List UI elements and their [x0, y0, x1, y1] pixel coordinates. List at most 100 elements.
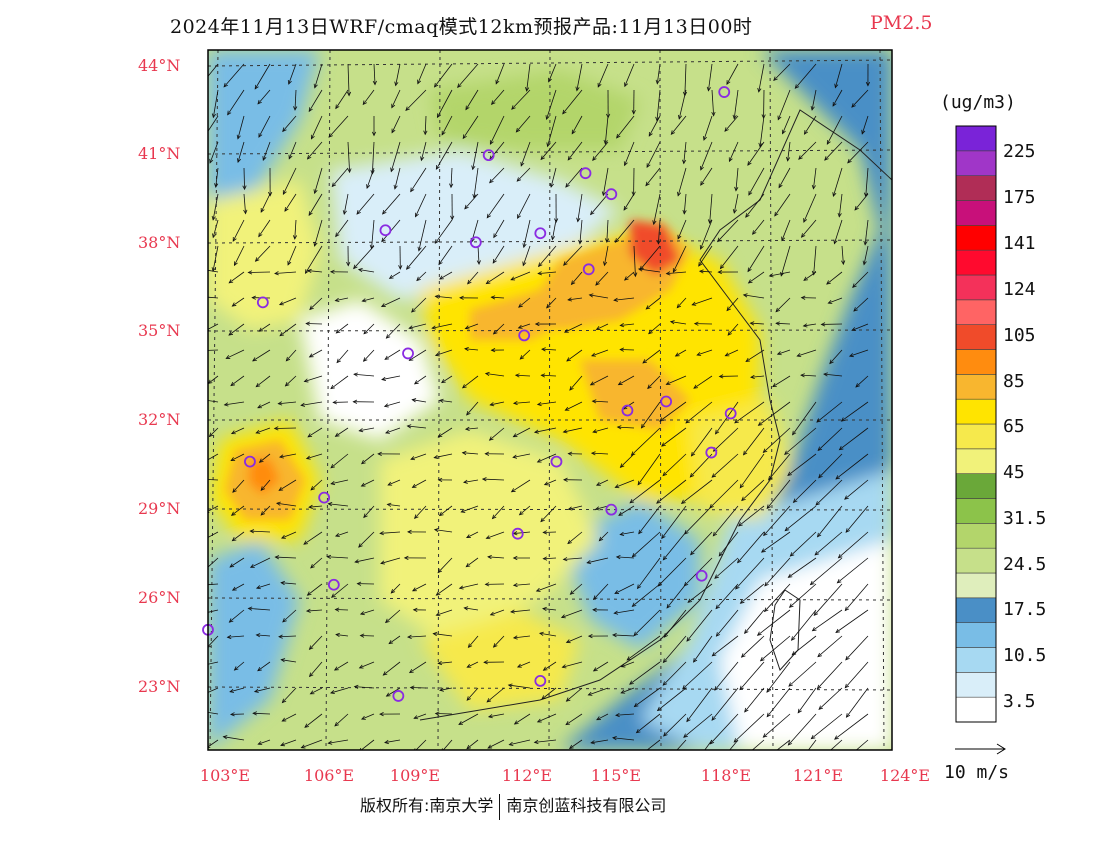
wind-arrow — [835, 609, 869, 634]
wind-arrow — [855, 739, 869, 750]
concentration-field — [208, 50, 892, 750]
wind-arrow — [380, 297, 401, 307]
colorbar-swatch — [955, 398, 997, 425]
wind-arrow — [511, 89, 531, 110]
wind-arrow — [512, 400, 531, 406]
wind-arrow — [463, 479, 479, 484]
wind-arrow — [305, 321, 323, 326]
wind-arrow — [464, 193, 479, 210]
wind-arrow — [615, 555, 635, 560]
wind-arrow — [631, 583, 661, 607]
wind-arrow — [620, 661, 635, 668]
wind-arrow — [569, 375, 583, 391]
city-marker — [392, 690, 405, 702]
wind-arrow — [464, 426, 479, 431]
wind-arrow — [541, 347, 557, 352]
lat-label: 26°N — [138, 588, 181, 607]
wind-arrow — [398, 245, 403, 270]
wind-arrow — [677, 167, 687, 197]
wind-arrow — [465, 89, 479, 111]
wind-arrow — [466, 661, 479, 668]
wind-arrow — [300, 739, 323, 749]
wind-arrow — [254, 63, 271, 90]
wind-arrow — [407, 634, 427, 639]
wind-arrow — [659, 401, 687, 422]
wind-arrow — [231, 297, 245, 307]
wind-arrow — [491, 505, 505, 520]
wind-arrow — [293, 89, 298, 111]
wind-arrow — [766, 687, 791, 718]
wind-arrow — [633, 245, 638, 278]
wind-arrow — [837, 193, 843, 218]
wind-arrow — [612, 633, 635, 638]
wind-arrow — [624, 63, 635, 88]
wind-arrow — [230, 453, 245, 461]
wind-arrow — [292, 219, 298, 240]
wind-arrow — [381, 375, 401, 381]
wind-arrow — [386, 502, 401, 507]
wind-arrow — [759, 635, 791, 662]
wind-arrow — [330, 375, 349, 390]
wind-arrow — [751, 739, 765, 750]
wind-arrow — [637, 267, 661, 273]
wind-arrow — [303, 375, 323, 383]
wind-arrow — [435, 141, 453, 170]
wind-arrow — [563, 323, 583, 333]
wind-arrow — [646, 141, 661, 169]
wind-arrow — [715, 583, 739, 610]
wind-arrow — [711, 687, 739, 721]
wind-arrow — [346, 245, 351, 267]
wind-arrow — [567, 531, 583, 545]
city-marker — [518, 329, 531, 342]
wind-arrow — [278, 479, 297, 491]
wind-arrow — [620, 687, 635, 694]
wind-arrow — [512, 453, 531, 459]
wind-arrow — [465, 557, 479, 568]
wind-arrow — [334, 297, 349, 302]
wind-arrow — [353, 684, 375, 689]
wind-arrow — [391, 115, 401, 134]
wind-arrow — [576, 193, 583, 223]
wind-arrow — [762, 427, 791, 454]
wind-arrow — [334, 427, 349, 437]
colorbar-label: 105 — [1003, 325, 1036, 346]
wind-arrow — [281, 531, 297, 539]
colorbar-swatch — [955, 696, 997, 723]
wind-arrow — [629, 661, 661, 685]
wind-arrow — [738, 505, 765, 527]
copyright-right: 南京创蓝科技有限公司 — [506, 796, 667, 815]
wind-arrow — [619, 453, 635, 468]
wind-arrow — [358, 427, 375, 433]
wind-arrow — [814, 531, 843, 556]
wind-arrow — [208, 661, 219, 665]
city-marker — [534, 675, 547, 687]
wind-arrow — [541, 687, 557, 700]
taiwan-outline — [769, 589, 801, 671]
wind-arrow — [662, 661, 687, 686]
wind-arrow — [490, 89, 505, 106]
wind-arrow — [575, 63, 583, 92]
wind-arrow — [737, 531, 765, 564]
wind-arrow — [255, 375, 271, 388]
wind-arrow — [439, 271, 453, 280]
wind-arrow — [717, 269, 739, 275]
wind-arrow — [670, 115, 687, 136]
wind-arrow — [438, 245, 453, 266]
wind-arrow — [437, 427, 453, 438]
copyright-left: 版权所有:南京大学 — [360, 796, 494, 815]
wind-arrow — [308, 193, 323, 217]
wind-arrow — [847, 141, 869, 164]
wind-arrow — [360, 479, 375, 487]
wind-arrow — [492, 245, 505, 264]
wind-arrow — [744, 687, 765, 713]
city-marker — [256, 296, 269, 309]
wind-arrow — [797, 687, 817, 714]
wind-arrow — [247, 270, 271, 275]
wind-arrow — [279, 453, 297, 459]
wind-arrow — [618, 505, 635, 516]
wind-arrow — [309, 297, 323, 311]
wind-arrow — [758, 115, 765, 148]
lon-label: 109°E — [389, 766, 441, 785]
wind-arrow — [390, 583, 401, 594]
wind-arrow — [586, 557, 609, 565]
